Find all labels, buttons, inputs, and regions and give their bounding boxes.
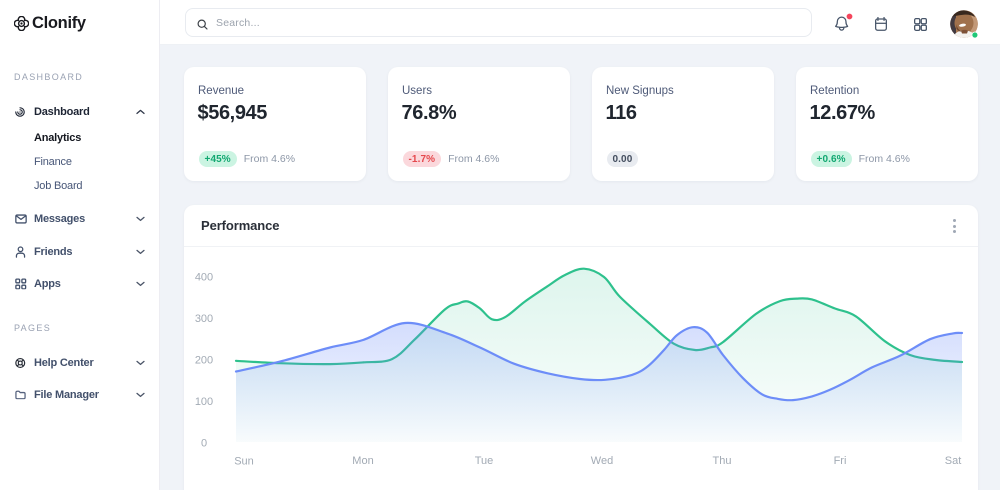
svg-text:Tue: Tue xyxy=(475,455,494,467)
svg-text:Wed: Wed xyxy=(591,455,613,467)
svg-text:Sat: Sat xyxy=(945,455,962,467)
svg-text:100: 100 xyxy=(195,396,213,408)
svg-text:400: 400 xyxy=(195,272,213,284)
svg-text:0: 0 xyxy=(201,437,207,449)
svg-text:Mon: Mon xyxy=(352,455,373,467)
svg-text:300: 300 xyxy=(195,313,213,325)
svg-text:Fri: Fri xyxy=(834,455,847,467)
svg-text:Sun: Sun xyxy=(234,456,254,468)
svg-text:200: 200 xyxy=(195,355,213,367)
svg-text:Thu: Thu xyxy=(713,455,732,467)
